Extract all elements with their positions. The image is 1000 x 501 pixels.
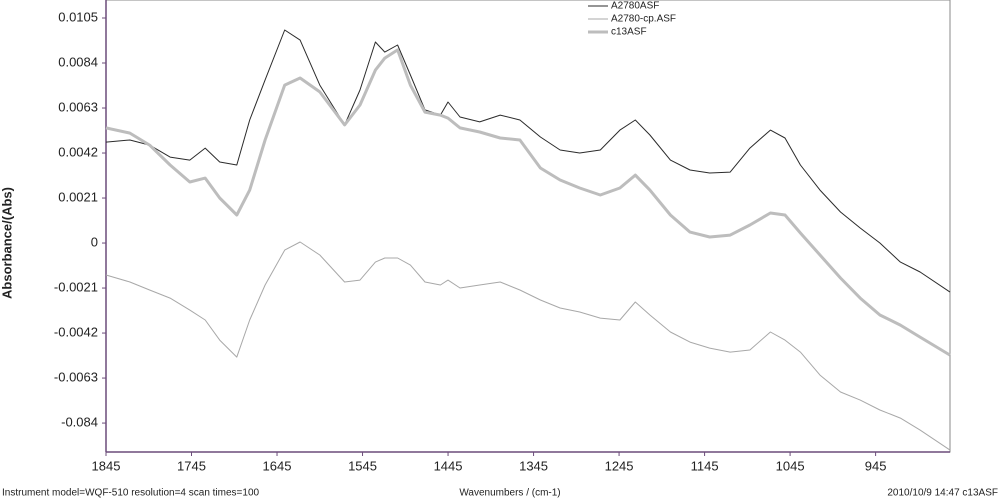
y-tick-label: 0.0084 xyxy=(58,54,98,69)
spectrum-line xyxy=(105,241,951,451)
y-tick-label: 0 xyxy=(91,234,98,249)
plot-frame xyxy=(105,0,951,453)
x-tick-label: 945 xyxy=(865,458,887,473)
spectrum-line xyxy=(105,29,951,293)
legend-label: A2780ASF xyxy=(611,1,659,12)
y-tick-label: -0.084 xyxy=(61,415,98,430)
x-tick-label: 1245 xyxy=(605,458,634,473)
y-tick-label: -0.0063 xyxy=(54,369,98,384)
x-tick-label: 1145 xyxy=(691,458,719,473)
y-tick-label: 0.0105 xyxy=(58,9,98,24)
y-axis-label: Absorbance/(Abs) xyxy=(0,187,14,299)
footer-left: Instrument model=WQF-510 resolution=4 sc… xyxy=(2,488,260,499)
x-tick-label: 1845 xyxy=(92,458,121,473)
x-tick-label: 1445 xyxy=(434,458,463,473)
y-tick-label: -0.0042 xyxy=(54,324,98,339)
legend-label: A2780-cp.ASF xyxy=(611,14,676,25)
footer-right: 2010/10/9 14:47 c13ASF xyxy=(887,488,998,499)
x-tick-label: 1345 xyxy=(519,458,548,473)
x-tick-label: 1745 xyxy=(177,458,206,473)
legend-label: c13ASF xyxy=(611,27,647,38)
x-tick-label: 1045 xyxy=(776,458,805,473)
y-tick-label: 0.0021 xyxy=(58,189,98,204)
y-tick-label: 0.0063 xyxy=(58,99,98,114)
spectrum-line xyxy=(105,48,951,357)
x-tick-label: 1645 xyxy=(263,458,292,473)
y-tick-label: -0.0021 xyxy=(54,279,98,294)
x-axis-label: Wavenumbers / (cm-1) xyxy=(459,488,560,499)
y-tick-label: 0.0042 xyxy=(58,144,98,159)
x-tick-label: 1545 xyxy=(348,458,377,473)
